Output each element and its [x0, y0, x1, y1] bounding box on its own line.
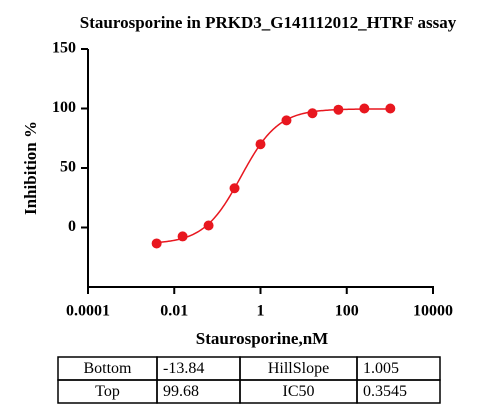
data-point: [359, 103, 370, 114]
data-point: [255, 139, 266, 150]
fit-curve: [156, 108, 391, 244]
data-point: [281, 115, 292, 126]
x-tick-label: 0.01: [160, 303, 188, 320]
table-text: IC50: [283, 383, 315, 400]
y-tick-label: 0: [68, 218, 76, 235]
table-text: 1.005: [363, 360, 399, 377]
data-point: [333, 104, 344, 115]
x-tick-label: 10000: [413, 303, 453, 320]
data-point: [151, 238, 162, 249]
y-tick-label: 150: [52, 40, 76, 57]
x-tick-label: 100: [335, 303, 359, 320]
table-text: Top: [95, 383, 120, 400]
table-text: 0.3545: [363, 383, 407, 400]
x-tick-label: 0.0001: [66, 303, 110, 320]
table-cell: [356, 379, 441, 404]
table-text: -13.84: [163, 360, 204, 377]
data-point: [203, 220, 214, 231]
table-text: 99.68: [163, 383, 199, 400]
y-tick-label: 50: [60, 159, 76, 176]
x-tick-label: 1: [257, 303, 265, 320]
y-axis-label: Inhibition %: [21, 121, 40, 215]
y-tick-label: 100: [52, 99, 76, 116]
data-point: [177, 231, 188, 242]
x-axis-label: Staurosporine,nM: [196, 329, 328, 348]
table-text: Bottom: [83, 360, 132, 377]
data-point: [229, 183, 240, 194]
data-point: [307, 108, 318, 119]
chart-title: Staurosporine in PRKD3_G141112012_HTRF a…: [80, 13, 457, 32]
table-text: HillSlope: [268, 360, 329, 377]
data-point: [385, 103, 396, 114]
